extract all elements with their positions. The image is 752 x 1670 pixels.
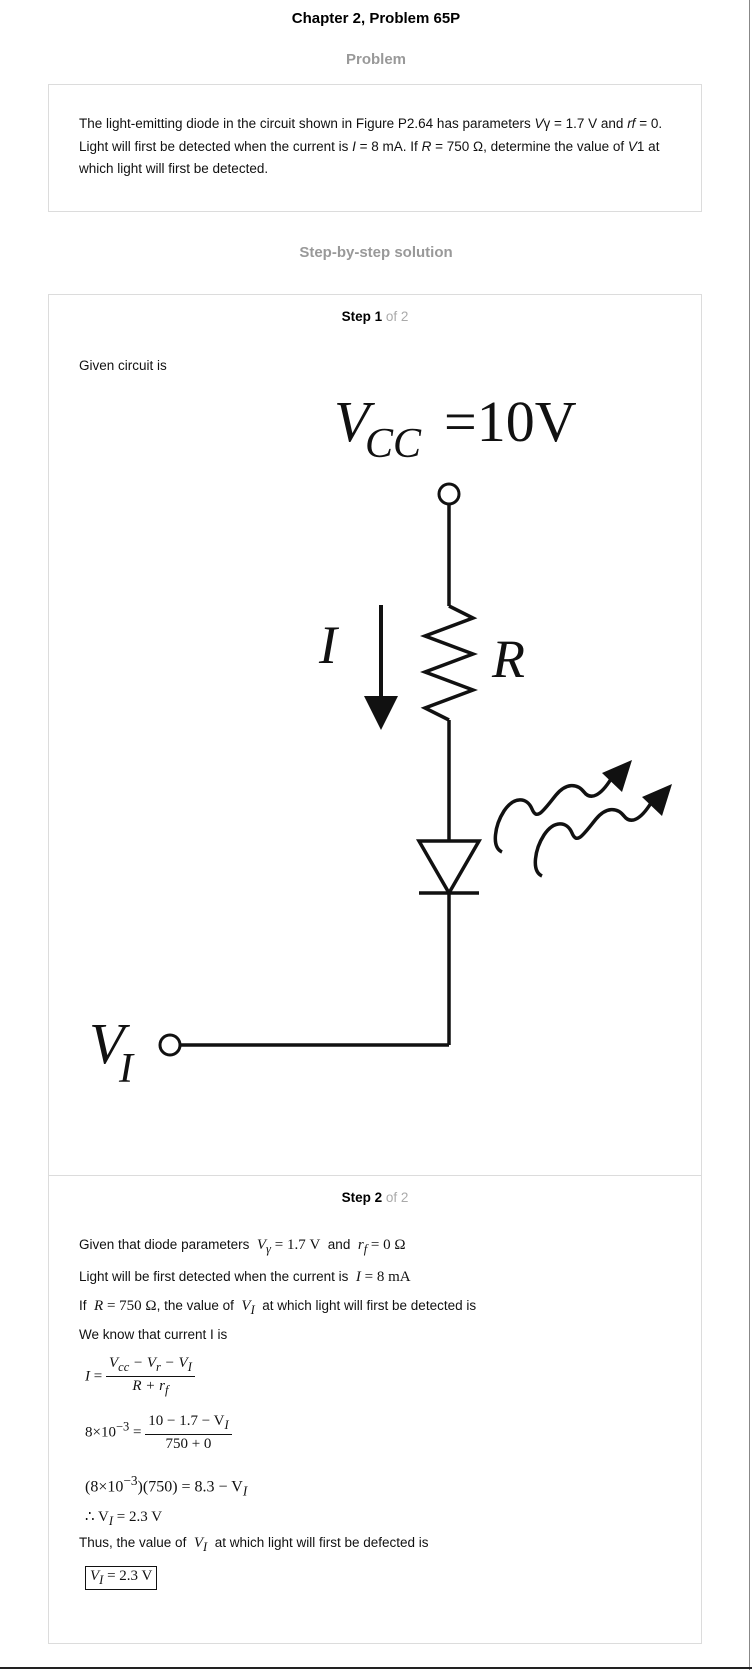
step2-line2: Light will be first detected when the cu… xyxy=(79,1269,411,1285)
step2-line1: Given that diode parameters Vγ = 1.7 V a… xyxy=(79,1237,406,1256)
vcc-terminal xyxy=(437,482,461,506)
step2-line4: We know that current I is xyxy=(79,1327,228,1342)
right-border xyxy=(749,0,750,1670)
step2-line5: Thus, the value of VI at which light wil… xyxy=(79,1535,429,1554)
vcc-value: =10V xyxy=(444,389,577,454)
vi-terminal xyxy=(158,1033,182,1057)
vcc-label-sub: CC xyxy=(365,421,422,467)
bottom-border xyxy=(0,1667,752,1669)
step2-of: of 2 xyxy=(385,1190,409,1205)
page-title: Chapter 2, Problem 65P xyxy=(291,10,461,27)
vcc-label-main: V xyxy=(334,389,376,454)
light-ray-1-arrowhead xyxy=(602,760,632,792)
equation-2: 8×10−3 = 10 − 1.7 − VI 750 + 0 xyxy=(85,1413,232,1453)
final-answer: VI = 2.3 V xyxy=(85,1566,158,1590)
step2-header: Step 2 of 2 xyxy=(49,1190,701,1205)
equation-4: ∴ VI = 2.3 V xyxy=(85,1509,163,1528)
vi-label-main: V xyxy=(89,1011,131,1076)
led-circuit-diagram: V CC =10V R I V I xyxy=(89,389,672,1092)
resistor-symbol xyxy=(420,604,478,722)
led-diode-symbol xyxy=(415,839,483,897)
solution-box: Step 1 of 2 Given circuit is V CC =10V R… xyxy=(48,294,702,1644)
light-ray-1 xyxy=(493,778,613,854)
equation-1: I = Vcc − Vr − VI R + rf xyxy=(85,1355,195,1399)
step1-intro: Given circuit is xyxy=(79,358,167,373)
solution-heading: Step-by-step solution xyxy=(299,244,453,261)
vi-label-sub: I xyxy=(118,1046,135,1092)
equation-3: (8×10−3)(750) = 8.3 − VI xyxy=(85,1473,248,1499)
problem-heading: Problem xyxy=(345,51,406,68)
step-divider xyxy=(49,1175,701,1176)
problem-text: The light-emitting diode in the circuit … xyxy=(79,116,663,176)
step2-line3: If R = 750 Ω, the value of VI at which l… xyxy=(79,1298,477,1317)
light-ray-2 xyxy=(533,802,653,878)
step1-header: Step 1 of 2 xyxy=(49,309,701,324)
step1-of: of 2 xyxy=(385,309,409,324)
step2-label: Step 2 xyxy=(341,1190,383,1205)
light-ray-2-arrowhead xyxy=(642,784,672,816)
resistor-label: R xyxy=(491,629,525,689)
current-arrow-head xyxy=(364,696,398,730)
current-label: I xyxy=(318,615,340,675)
problem-box: The light-emitting diode in the circuit … xyxy=(48,84,702,212)
step1-label: Step 1 xyxy=(341,309,383,324)
